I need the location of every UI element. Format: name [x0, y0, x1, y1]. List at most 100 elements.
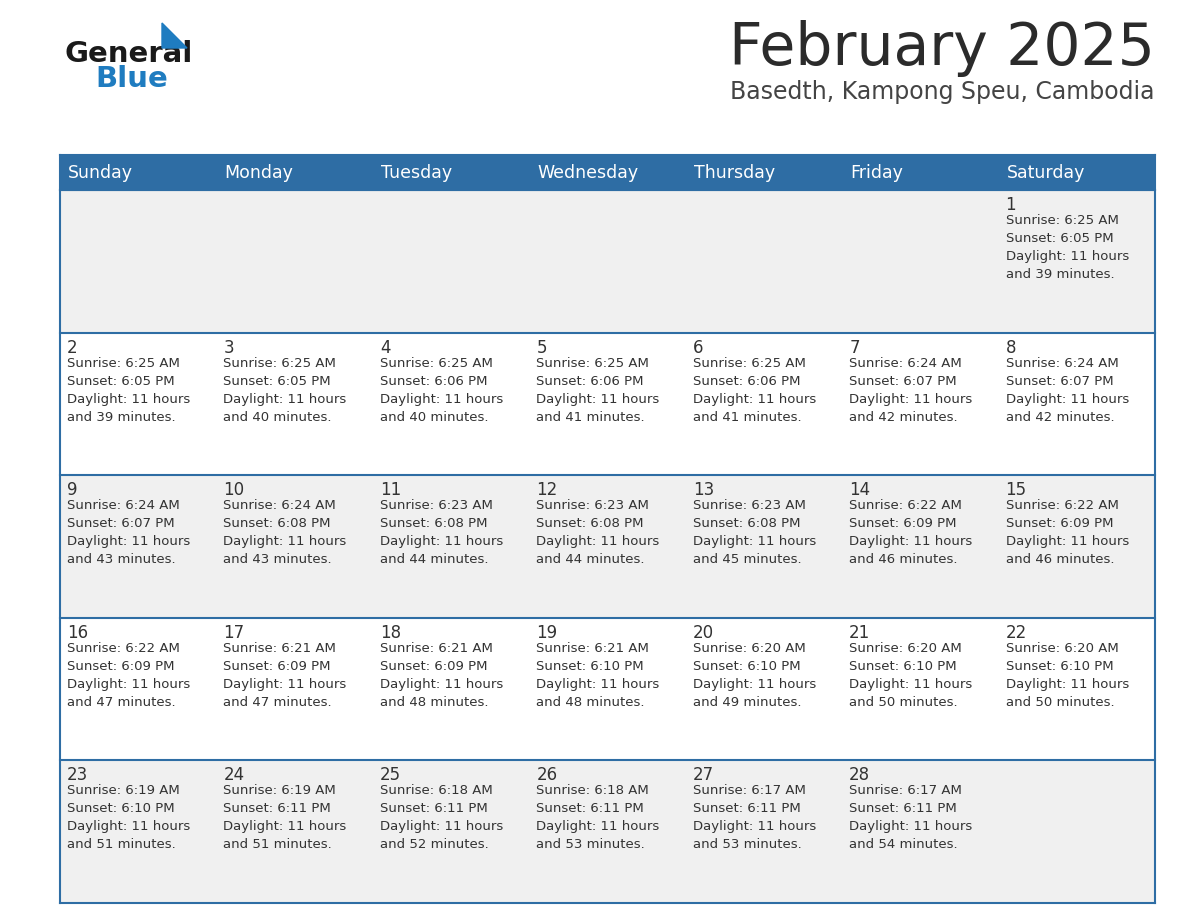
Text: Sunrise: 6:22 AM: Sunrise: 6:22 AM: [67, 642, 179, 655]
Text: Sunset: 6:05 PM: Sunset: 6:05 PM: [1005, 232, 1113, 245]
Text: 13: 13: [693, 481, 714, 499]
Text: Sunset: 6:10 PM: Sunset: 6:10 PM: [1005, 660, 1113, 673]
Text: Sunrise: 6:24 AM: Sunrise: 6:24 AM: [223, 499, 336, 512]
Text: 25: 25: [380, 767, 402, 784]
Text: and 44 minutes.: and 44 minutes.: [536, 554, 645, 566]
Text: Blue: Blue: [95, 65, 168, 93]
Text: Sunset: 6:10 PM: Sunset: 6:10 PM: [693, 660, 801, 673]
Text: Daylight: 11 hours: Daylight: 11 hours: [693, 821, 816, 834]
Text: and 40 minutes.: and 40 minutes.: [223, 410, 331, 423]
Text: Daylight: 11 hours: Daylight: 11 hours: [536, 821, 659, 834]
Bar: [61, 332, 1155, 476]
Text: Sunset: 6:08 PM: Sunset: 6:08 PM: [693, 517, 801, 531]
Text: Daylight: 11 hours: Daylight: 11 hours: [536, 535, 659, 548]
Text: 7: 7: [849, 339, 860, 356]
Text: Daylight: 11 hours: Daylight: 11 hours: [849, 393, 973, 406]
Text: and 43 minutes.: and 43 minutes.: [223, 554, 333, 566]
Text: Daylight: 11 hours: Daylight: 11 hours: [849, 821, 973, 834]
Text: Sunrise: 6:18 AM: Sunrise: 6:18 AM: [380, 784, 493, 798]
Text: and 48 minutes.: and 48 minutes.: [536, 696, 645, 709]
Text: Daylight: 11 hours: Daylight: 11 hours: [1005, 535, 1129, 548]
Text: 4: 4: [380, 339, 391, 356]
Text: Sunset: 6:08 PM: Sunset: 6:08 PM: [536, 517, 644, 531]
Text: Sunrise: 6:25 AM: Sunrise: 6:25 AM: [380, 356, 493, 370]
Text: Sunrise: 6:21 AM: Sunrise: 6:21 AM: [223, 642, 336, 655]
Text: Daylight: 11 hours: Daylight: 11 hours: [380, 677, 503, 691]
Polygon shape: [162, 23, 187, 48]
Text: Tuesday: Tuesday: [381, 163, 451, 182]
Text: Daylight: 11 hours: Daylight: 11 hours: [223, 677, 347, 691]
Text: Sunrise: 6:20 AM: Sunrise: 6:20 AM: [849, 642, 962, 655]
Text: 27: 27: [693, 767, 714, 784]
Text: and 54 minutes.: and 54 minutes.: [849, 838, 958, 851]
Text: Sunrise: 6:21 AM: Sunrise: 6:21 AM: [380, 642, 493, 655]
Text: Basedth, Kampong Speu, Cambodia: Basedth, Kampong Speu, Cambodia: [731, 80, 1155, 104]
Text: Daylight: 11 hours: Daylight: 11 hours: [1005, 677, 1129, 691]
Text: Daylight: 11 hours: Daylight: 11 hours: [849, 535, 973, 548]
Text: and 52 minutes.: and 52 minutes.: [380, 838, 488, 851]
Text: Sunset: 6:10 PM: Sunset: 6:10 PM: [849, 660, 956, 673]
Text: 12: 12: [536, 481, 557, 499]
Text: Sunrise: 6:24 AM: Sunrise: 6:24 AM: [849, 356, 962, 370]
Text: Sunset: 6:09 PM: Sunset: 6:09 PM: [849, 517, 956, 531]
Bar: [61, 155, 1155, 190]
Bar: [61, 760, 1155, 903]
Text: Sunrise: 6:23 AM: Sunrise: 6:23 AM: [693, 499, 805, 512]
Text: Wednesday: Wednesday: [537, 163, 638, 182]
Text: 28: 28: [849, 767, 871, 784]
Text: Daylight: 11 hours: Daylight: 11 hours: [693, 535, 816, 548]
Text: Daylight: 11 hours: Daylight: 11 hours: [536, 393, 659, 406]
Text: Sunset: 6:09 PM: Sunset: 6:09 PM: [380, 660, 487, 673]
Text: 6: 6: [693, 339, 703, 356]
Text: Daylight: 11 hours: Daylight: 11 hours: [223, 821, 347, 834]
Text: and 43 minutes.: and 43 minutes.: [67, 554, 176, 566]
Text: Sunrise: 6:25 AM: Sunrise: 6:25 AM: [536, 356, 649, 370]
Text: 26: 26: [536, 767, 557, 784]
Text: February 2025: February 2025: [729, 20, 1155, 77]
Text: 1: 1: [1005, 196, 1016, 214]
Text: 2: 2: [67, 339, 77, 356]
Text: and 41 minutes.: and 41 minutes.: [693, 410, 802, 423]
Text: Sunset: 6:09 PM: Sunset: 6:09 PM: [1005, 517, 1113, 531]
Text: and 45 minutes.: and 45 minutes.: [693, 554, 802, 566]
Text: Daylight: 11 hours: Daylight: 11 hours: [1005, 250, 1129, 263]
Text: Daylight: 11 hours: Daylight: 11 hours: [223, 393, 347, 406]
Text: and 47 minutes.: and 47 minutes.: [67, 696, 176, 709]
Text: and 51 minutes.: and 51 minutes.: [67, 838, 176, 851]
Text: Daylight: 11 hours: Daylight: 11 hours: [380, 535, 503, 548]
Text: Daylight: 11 hours: Daylight: 11 hours: [536, 677, 659, 691]
Text: Sunset: 6:06 PM: Sunset: 6:06 PM: [380, 375, 487, 387]
Text: and 46 minutes.: and 46 minutes.: [849, 554, 958, 566]
Text: Sunset: 6:06 PM: Sunset: 6:06 PM: [536, 375, 644, 387]
Text: Sunset: 6:07 PM: Sunset: 6:07 PM: [1005, 375, 1113, 387]
Text: Daylight: 11 hours: Daylight: 11 hours: [693, 393, 816, 406]
Text: Sunset: 6:09 PM: Sunset: 6:09 PM: [223, 660, 331, 673]
Text: 17: 17: [223, 624, 245, 642]
Text: 16: 16: [67, 624, 88, 642]
Text: Sunrise: 6:23 AM: Sunrise: 6:23 AM: [536, 499, 649, 512]
Text: and 48 minutes.: and 48 minutes.: [380, 696, 488, 709]
Text: Sunrise: 6:23 AM: Sunrise: 6:23 AM: [380, 499, 493, 512]
Text: Sunset: 6:08 PM: Sunset: 6:08 PM: [223, 517, 331, 531]
Text: and 50 minutes.: and 50 minutes.: [1005, 696, 1114, 709]
Text: Sunrise: 6:25 AM: Sunrise: 6:25 AM: [223, 356, 336, 370]
Text: Sunset: 6:09 PM: Sunset: 6:09 PM: [67, 660, 175, 673]
Text: 18: 18: [380, 624, 402, 642]
Text: Sunset: 6:11 PM: Sunset: 6:11 PM: [849, 802, 956, 815]
Text: and 51 minutes.: and 51 minutes.: [223, 838, 333, 851]
Text: Sunrise: 6:20 AM: Sunrise: 6:20 AM: [1005, 642, 1118, 655]
Text: Sunrise: 6:22 AM: Sunrise: 6:22 AM: [1005, 499, 1118, 512]
Text: Sunrise: 6:19 AM: Sunrise: 6:19 AM: [223, 784, 336, 798]
Bar: [61, 476, 1155, 618]
Text: 15: 15: [1005, 481, 1026, 499]
Text: Daylight: 11 hours: Daylight: 11 hours: [380, 821, 503, 834]
Text: 8: 8: [1005, 339, 1016, 356]
Text: Daylight: 11 hours: Daylight: 11 hours: [67, 677, 190, 691]
Text: and 39 minutes.: and 39 minutes.: [1005, 268, 1114, 281]
Text: and 50 minutes.: and 50 minutes.: [849, 696, 958, 709]
Text: 3: 3: [223, 339, 234, 356]
Bar: [61, 618, 1155, 760]
Text: 5: 5: [536, 339, 546, 356]
Text: Sunrise: 6:25 AM: Sunrise: 6:25 AM: [1005, 214, 1118, 227]
Text: Daylight: 11 hours: Daylight: 11 hours: [67, 535, 190, 548]
